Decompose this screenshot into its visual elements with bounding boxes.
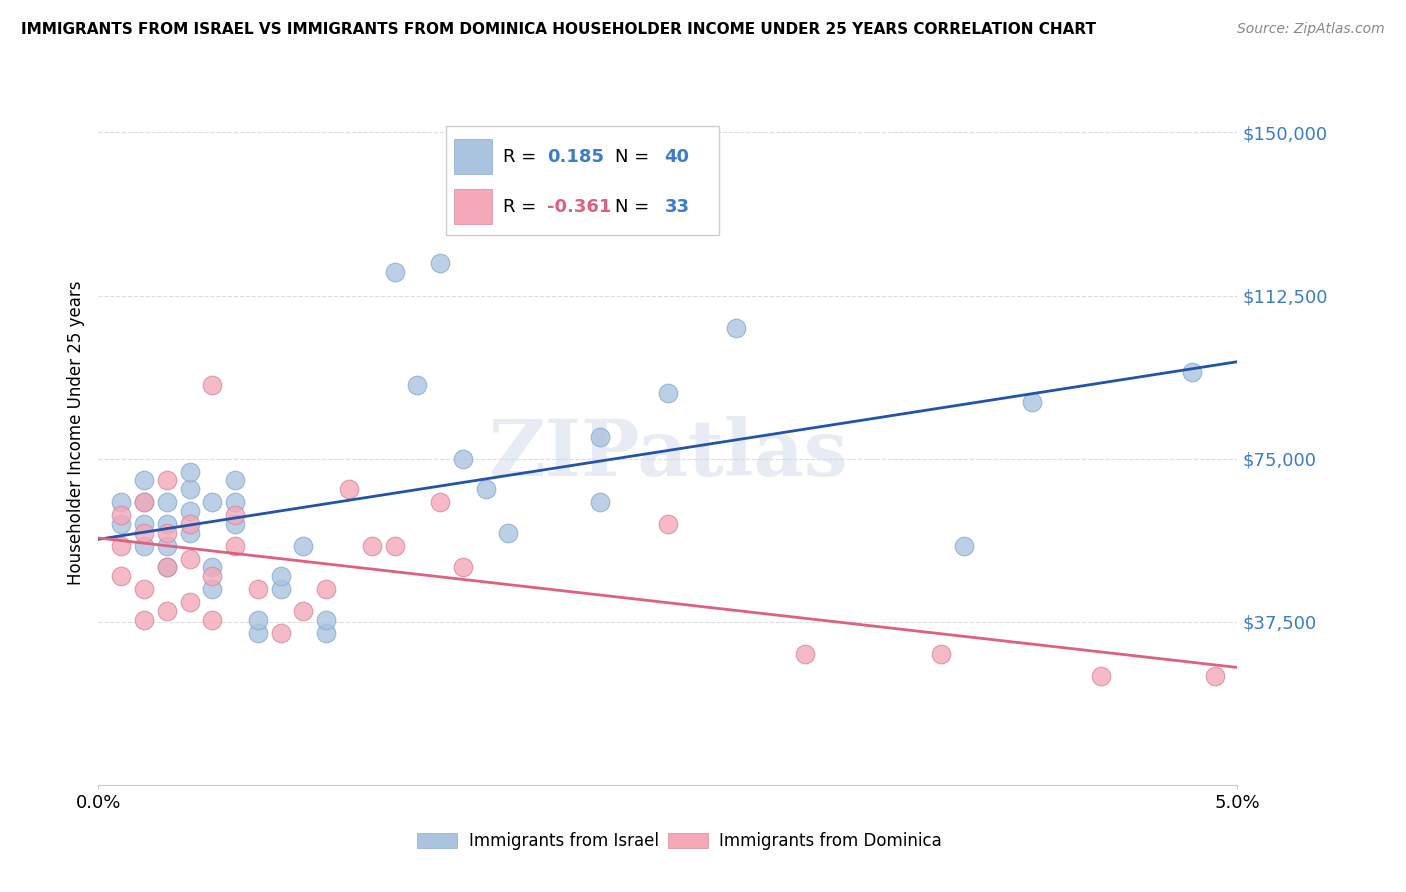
Point [384,265,406,279]
Point [179,595,201,609]
Point [156,495,179,509]
Point [132,495,155,509]
Point [315,582,337,597]
Point [929,648,952,662]
Point [179,516,201,531]
Point [498,525,520,540]
Point [156,539,179,553]
Point [132,525,155,540]
Point [725,321,748,335]
Point [132,582,155,597]
Point [201,582,224,597]
Point [224,474,246,488]
Point [246,613,269,627]
Point [156,560,179,574]
Point [179,465,201,479]
Text: Immigrants from Dominica: Immigrants from Dominica [718,831,942,849]
Point [132,539,155,553]
Point [224,508,246,523]
Point [110,516,132,531]
Point [292,604,315,618]
Point [179,525,201,540]
Point [315,625,337,640]
Point [132,613,155,627]
Point [270,625,292,640]
Text: IMMIGRANTS FROM ISRAEL VS IMMIGRANTS FROM DOMINICA HOUSEHOLDER INCOME UNDER 25 Y: IMMIGRANTS FROM ISRAEL VS IMMIGRANTS FRO… [21,22,1097,37]
Point [110,569,132,583]
Point [1204,669,1226,683]
Point [1090,669,1112,683]
Point [156,525,179,540]
Point [201,377,224,392]
Point [360,539,382,553]
Point [132,516,155,531]
Text: Source: ZipAtlas.com: Source: ZipAtlas.com [1237,22,1385,37]
Point [451,560,474,574]
Text: ZIPatlas: ZIPatlas [488,416,848,491]
Point [179,504,201,518]
Point [474,482,496,496]
Point [201,495,224,509]
Point [337,482,360,496]
Text: Immigrants from Israel: Immigrants from Israel [468,831,658,849]
Point [224,495,246,509]
Point [246,625,269,640]
Point [315,613,337,627]
Point [156,604,179,618]
Point [292,539,315,553]
Point [201,569,224,583]
Point [657,386,679,401]
Point [429,256,451,270]
Y-axis label: Householder Income Under 25 years: Householder Income Under 25 years [66,280,84,585]
Point [224,539,246,553]
Point [953,539,976,553]
Point [179,551,201,566]
Point [588,495,610,509]
Point [657,516,679,531]
Point [224,516,246,531]
Point [246,582,269,597]
Point [110,539,132,553]
Point [793,648,815,662]
Point [1021,395,1043,409]
Point [110,508,132,523]
Point [270,569,292,583]
Point [201,613,224,627]
Point [588,430,610,444]
Point [132,474,155,488]
Point [1181,365,1204,379]
Point [156,474,179,488]
Point [132,495,155,509]
Point [156,560,179,574]
Bar [668,833,707,848]
Point [110,495,132,509]
Point [201,560,224,574]
Point [156,516,179,531]
Point [429,495,451,509]
Point [270,582,292,597]
Bar [418,833,457,848]
Point [451,451,474,466]
Point [384,539,406,553]
Point [406,377,429,392]
Point [179,482,201,496]
